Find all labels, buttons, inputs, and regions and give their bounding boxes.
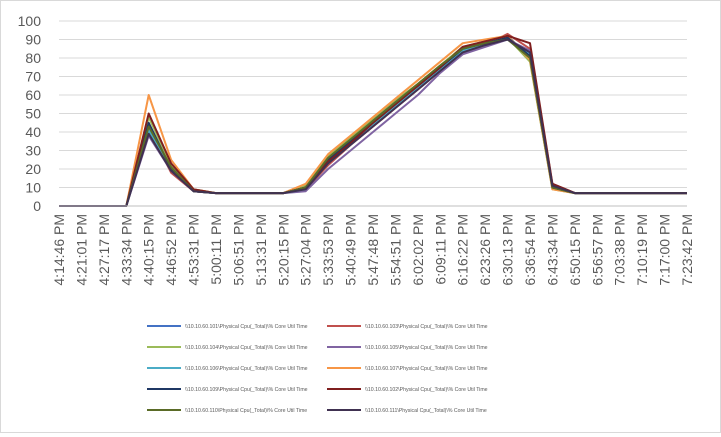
x-tick-label: 6:43:34 PM	[544, 214, 560, 286]
legend-label: \\10.10.60.111\Physical Cpu(_Total)\% Co…	[365, 408, 487, 414]
y-tick-label: 0	[33, 198, 41, 214]
x-tick-label: 6:23:26 PM	[477, 214, 493, 286]
x-tick-label: 4:46:52 PM	[163, 214, 179, 286]
x-tick-label: 4:40:15 PM	[141, 214, 157, 286]
y-tick-label: 80	[25, 50, 41, 66]
x-tick-label: 5:00:11 PM	[208, 214, 224, 285]
x-tick-label: 5:33:53 PM	[320, 214, 336, 286]
x-tick-label: 5:20:15 PM	[275, 214, 291, 286]
x-tick-label: 5:40:49 PM	[343, 214, 359, 286]
x-tick-label: 5:47:48 PM	[365, 214, 381, 286]
legend-label: \\10.10.60.103\Physical Cpu(_Total)\% Co…	[365, 324, 488, 330]
x-tick-label: 7:17:00 PM	[657, 214, 673, 286]
x-tick-label: 4:33:34 PM	[118, 214, 134, 286]
legend-label: \\10.10.60.105\Physical Cpu(_Total)\% Co…	[365, 345, 488, 351]
y-tick-label: 90	[25, 32, 41, 48]
x-tick-label: 6:02:02 PM	[410, 214, 426, 286]
legend-label: \\10.10.60.109\Physical Cpu(_Total)\% Co…	[185, 387, 308, 393]
x-tick-label: 4:14:46 PM	[51, 214, 67, 286]
legend-label: \\10.10.60.102\Physical Cpu(_Total)\% Co…	[365, 387, 488, 393]
y-tick-label: 20	[25, 161, 41, 177]
x-tick-label: 6:56:57 PM	[589, 214, 605, 286]
x-tick-label: 7:23:42 PM	[679, 214, 695, 286]
y-tick-label: 10	[25, 180, 41, 196]
legend-label: \\10.10.60.101\Physical Cpu(_Total)\% Co…	[185, 324, 308, 330]
x-tick-label: 6:16:22 PM	[455, 214, 471, 286]
y-tick-label: 50	[25, 106, 41, 122]
x-tick-label: 7:03:38 PM	[612, 214, 628, 286]
gridlines	[59, 20, 687, 207]
x-tick-label: 6:30:13 PM	[500, 214, 516, 286]
series-line	[59, 38, 687, 207]
x-axis: 4:14:46 PM 4:21:01 PM 4:27:17 PM 4:33:34 PM…	[51, 205, 695, 286]
x-tick-label: 4:53:31 PM	[186, 214, 202, 286]
x-tick-label: 5:13:31 PM	[253, 214, 269, 286]
y-tick-label: 30	[25, 143, 41, 159]
series-lines	[59, 32, 687, 207]
legend-label: \\10.10.60.107\Physical Cpu(_Total)\% Co…	[365, 366, 488, 372]
legend-label: \\10.10.60.104\Physical Cpu(_Total)\% Co…	[185, 345, 308, 351]
legend: \\10.10.60.101\Physical Cpu(_Total)\% Co…	[147, 324, 488, 414]
x-tick-label: 4:21:01 PM	[73, 214, 89, 286]
y-axis: 0 10 20 30 40 50 60 70 80 90 100	[18, 13, 42, 214]
x-tick-label: 5:27:04 PM	[298, 214, 314, 286]
x-tick-label: 6:36:54 PM	[522, 214, 538, 286]
legend-label: \\10.10.60.106\Physical Cpu(_Total)\% Co…	[185, 366, 308, 372]
x-tick-label: 7:10:19 PM	[634, 214, 650, 286]
x-tick-label: 5:54:51 PM	[387, 214, 403, 286]
x-tick-label: 5:06:51 PM	[230, 214, 246, 286]
y-tick-label: 40	[25, 124, 41, 140]
y-tick-label: 60	[25, 87, 41, 103]
x-tick-label: 4:27:17 PM	[96, 214, 112, 286]
x-tick-label: 6:50:15 PM	[567, 214, 583, 286]
y-tick-label: 70	[25, 69, 41, 85]
y-tick-label: 100	[18, 13, 42, 29]
x-tick-label: 6:09:11 PM	[432, 214, 448, 285]
legend-label: \\10.10.60.110\Physical Cpu(_Total)\% Co…	[185, 408, 307, 414]
